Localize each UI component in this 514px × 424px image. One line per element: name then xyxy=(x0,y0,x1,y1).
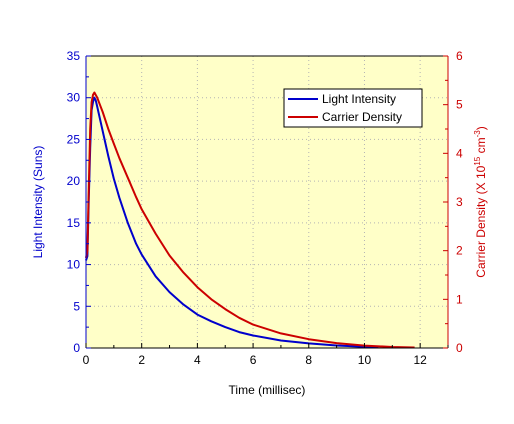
left-tick-label: 25 xyxy=(67,132,81,146)
legend-box xyxy=(283,88,423,128)
x-tick-label: 6 xyxy=(250,353,257,367)
right-tick-label: 5 xyxy=(456,98,463,112)
left-tick-label: 10 xyxy=(67,258,81,272)
series-line-carrier-density xyxy=(85,91,415,349)
axes xyxy=(85,55,449,349)
left-axis-title: Light Intensity (Suns) xyxy=(31,146,45,259)
left-tick-label: 30 xyxy=(67,91,81,105)
series-group xyxy=(85,91,415,349)
right-tick-label: 6 xyxy=(456,49,463,63)
series-line-light-intensity xyxy=(85,96,379,349)
right-axis-title-part-1: Carrier Density (X 10 xyxy=(474,165,488,277)
x-tick-label: 8 xyxy=(305,353,312,367)
left-tick-label: 5 xyxy=(73,299,80,313)
right-tick-label: 0 xyxy=(456,341,463,355)
right-axis-title-part-3: ) xyxy=(474,126,488,130)
x-tick-label: 10 xyxy=(358,353,372,367)
x-tick-label: 12 xyxy=(413,353,427,367)
right-tick-label: 1 xyxy=(456,292,463,306)
right-axis-title: Carrier Density (X 1015 cm-3) xyxy=(473,126,488,277)
x-tick-label: 4 xyxy=(194,353,201,367)
right-axis-title-exp: 15 xyxy=(473,156,482,165)
legend-label-carrier-density: Carrier Density xyxy=(322,110,402,124)
left-tick-label: 15 xyxy=(67,216,81,230)
x-axis-title: Time (millisec) xyxy=(229,383,306,397)
x-tick-label: 0 xyxy=(83,353,90,367)
right-tick-label: 4 xyxy=(456,146,463,160)
left-tick-label: 35 xyxy=(67,49,81,63)
right-tick-label: 3 xyxy=(456,195,463,209)
x-tick-label: 2 xyxy=(138,353,145,367)
right-tick-label: 2 xyxy=(456,244,463,258)
legend-label-light-intensity: Light Intensity xyxy=(322,92,396,106)
right-axis-title-part-2: cm xyxy=(474,137,488,156)
legend: Light Intensity Carrier Density xyxy=(283,88,423,128)
left-tick-label: 20 xyxy=(67,174,81,188)
left-tick-label: 0 xyxy=(73,341,80,355)
right-axis-title-exp-2: -3 xyxy=(473,130,482,138)
